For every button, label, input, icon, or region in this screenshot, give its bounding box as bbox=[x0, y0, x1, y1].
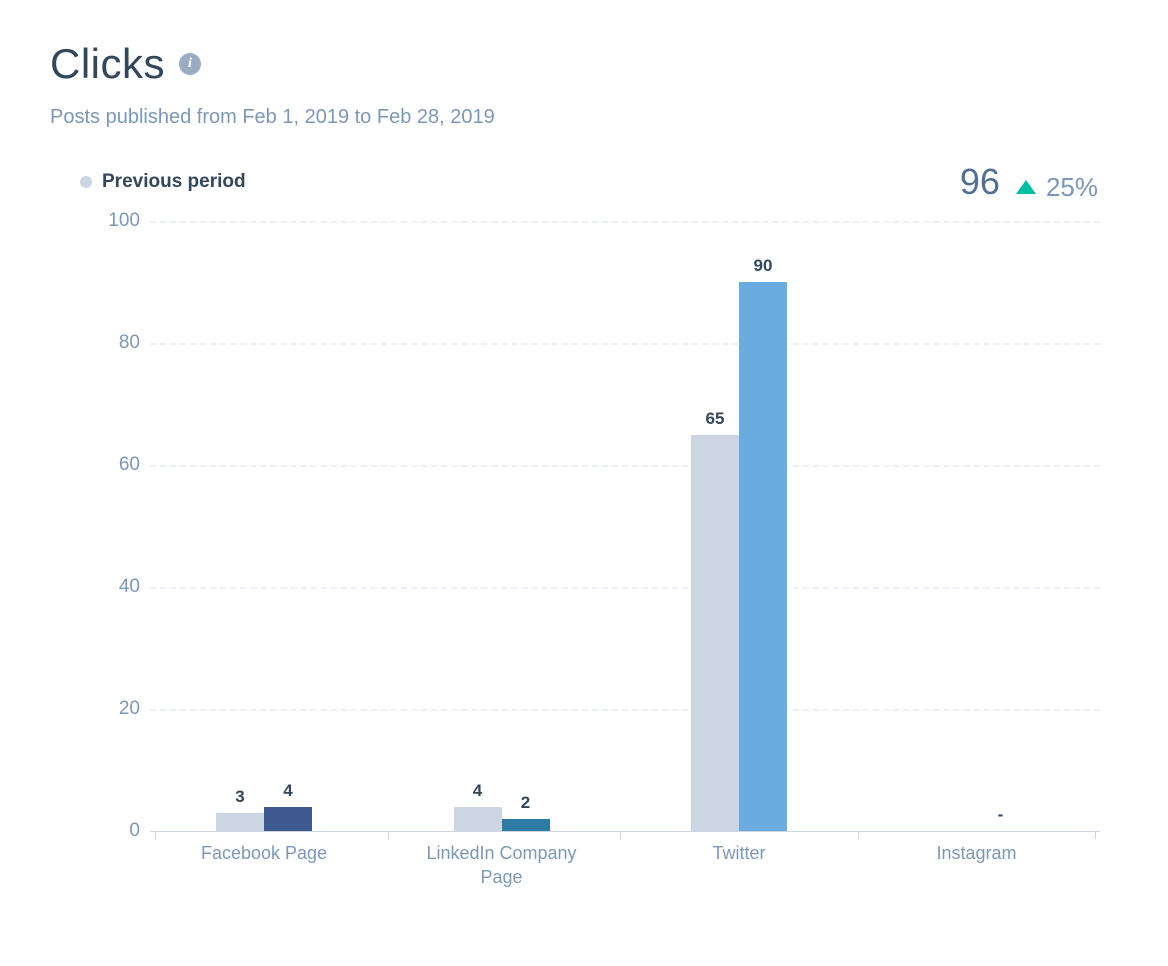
chart-subtitle: Posts published from Feb 1, 2019 to Feb … bbox=[50, 106, 1108, 129]
bar-value-label: 4 bbox=[283, 781, 292, 801]
chart-title: Clicks bbox=[50, 40, 165, 88]
x-tick-label: Twitter bbox=[712, 841, 765, 865]
bar-current[interactable] bbox=[739, 282, 787, 831]
bar-value-label: 90 bbox=[754, 256, 773, 276]
summary-row: Previous period 96 25% bbox=[50, 161, 1108, 203]
trend-up-icon bbox=[1016, 180, 1036, 194]
bar-group: 34 bbox=[216, 781, 312, 831]
bar-value-label: 2 bbox=[521, 793, 530, 813]
legend-previous-period[interactable]: Previous period bbox=[80, 171, 246, 193]
bar-chart-plot: 020406080100 34426590- Facebook PageLink… bbox=[100, 221, 1100, 831]
bar-value-label: 65 bbox=[706, 409, 725, 429]
x-tick-label: LinkedIn Company Page bbox=[426, 841, 576, 890]
x-tick-label: Instagram bbox=[936, 841, 1016, 865]
bar-previous[interactable] bbox=[454, 807, 502, 831]
bar-value-label: 4 bbox=[473, 781, 482, 801]
bar-group: 42 bbox=[454, 781, 550, 831]
info-icon[interactable]: i bbox=[179, 53, 201, 75]
bar-group: - bbox=[929, 805, 1025, 831]
bar-current[interactable] bbox=[502, 819, 550, 831]
x-tick-label: Facebook Page bbox=[201, 841, 327, 865]
bar-previous[interactable] bbox=[691, 435, 739, 832]
y-tick-label: 40 bbox=[100, 576, 140, 598]
bar-group: 65 90 bbox=[691, 256, 787, 831]
header-row: Clicks i bbox=[50, 40, 1108, 88]
clicks-chart-card: Clicks i Posts published from Feb 1, 201… bbox=[0, 0, 1168, 881]
y-tick-label: 100 bbox=[100, 210, 140, 232]
bar-value-label: - bbox=[998, 805, 1004, 825]
y-tick-label: 60 bbox=[100, 454, 140, 476]
bar-value-label: 3 bbox=[235, 787, 244, 807]
y-tick-label: 80 bbox=[100, 332, 140, 354]
summary-stats: 96 25% bbox=[960, 161, 1098, 203]
summary-change-value: 25% bbox=[1046, 172, 1098, 203]
summary-total: 96 bbox=[960, 161, 1000, 203]
bar-previous[interactable] bbox=[216, 813, 264, 831]
legend-label: Previous period bbox=[102, 171, 246, 193]
bar-current[interactable] bbox=[264, 807, 312, 831]
bars-container: 34426590- bbox=[150, 221, 1100, 831]
legend-dot-icon bbox=[80, 176, 92, 188]
y-tick-label: 20 bbox=[100, 698, 140, 720]
y-tick-label: 0 bbox=[100, 820, 140, 842]
x-axis-labels: Facebook Page LinkedIn Company Page Twitte… bbox=[150, 831, 1100, 891]
summary-change: 25% bbox=[1016, 172, 1098, 203]
